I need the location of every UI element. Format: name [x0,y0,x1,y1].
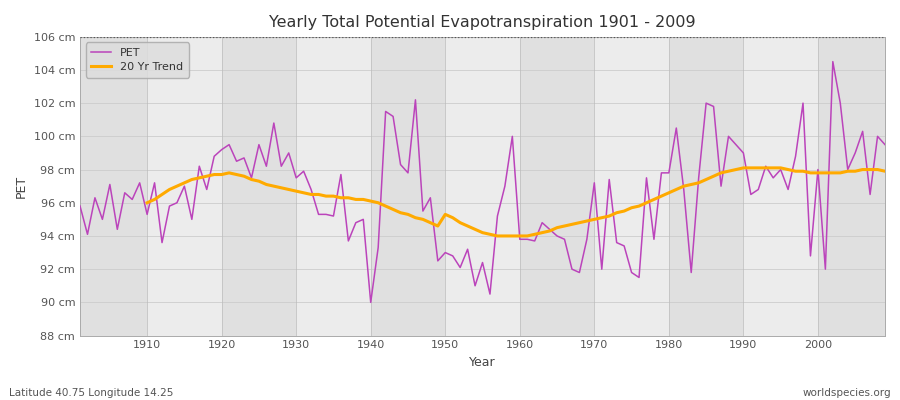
Bar [520,37,594,336]
20 Yr Trend [515,234,526,238]
PET [879,142,890,147]
Bar [446,37,520,336]
Bar [371,37,446,336]
PET [134,180,145,185]
PET [365,300,376,305]
PET [515,237,526,242]
Bar [818,37,885,336]
Bar [296,37,371,336]
PET [522,237,533,242]
Title: Yearly Total Potential Evapotranspiration 1901 - 2009: Yearly Total Potential Evapotranspiratio… [269,15,696,30]
X-axis label: Year: Year [469,356,496,369]
Bar [669,37,743,336]
PET [343,238,354,243]
Bar [221,37,296,336]
20 Yr Trend [604,214,615,218]
Bar [80,37,147,336]
Line: 20 Yr Trend: 20 Yr Trend [147,168,885,236]
PET [611,240,622,245]
20 Yr Trend [298,190,309,195]
Line: PET: PET [80,62,885,302]
20 Yr Trend [507,234,517,238]
Y-axis label: PET: PET [15,174,28,198]
Text: worldspecies.org: worldspecies.org [803,388,891,398]
Legend: PET, 20 Yr Trend: PET, 20 Yr Trend [86,42,189,78]
PET [827,59,838,64]
PET [75,204,86,208]
20 Yr Trend [343,195,354,200]
Text: Latitude 40.75 Longitude 14.25: Latitude 40.75 Longitude 14.25 [9,388,174,398]
Bar [594,37,669,336]
PET [298,169,309,174]
Bar [147,37,221,336]
20 Yr Trend [879,169,890,174]
Bar [743,37,818,336]
